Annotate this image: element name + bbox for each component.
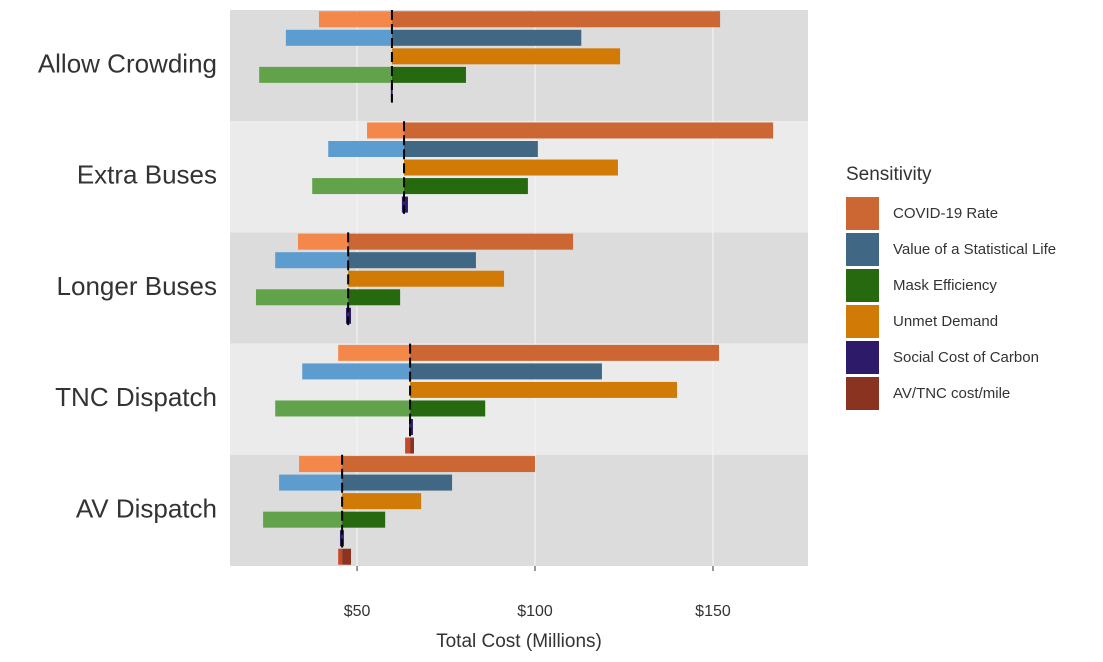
category-label: AV Dispatch: [76, 493, 217, 523]
legend-label: Value of a Statistical Life: [893, 241, 1056, 258]
low-bar: [338, 548, 343, 565]
high-bar: [404, 196, 408, 213]
high-bar: [404, 159, 618, 176]
high-bar: [391, 85, 393, 102]
high-bar: [342, 456, 536, 473]
high-bar: [348, 252, 476, 269]
high-bar: [410, 400, 486, 417]
x-axis-title: Total Cost (Millions): [436, 631, 602, 652]
high-bar: [342, 474, 453, 491]
category-band: [230, 121, 808, 233]
legend-key: [846, 341, 879, 374]
low-bar: [255, 289, 349, 306]
low-bar: [285, 29, 392, 46]
category-label: Longer Buses: [57, 271, 217, 301]
legend-label: Unmet Demand: [893, 313, 998, 330]
high-bar: [410, 363, 602, 380]
low-bar: [302, 363, 411, 380]
high-bar: [404, 122, 774, 139]
high-bar: [404, 178, 528, 195]
high-bar: [410, 437, 415, 454]
low-bar: [259, 66, 392, 83]
high-bar: [410, 419, 413, 435]
category-label: Extra Buses: [77, 160, 217, 190]
high-bar: [391, 11, 721, 28]
low-bar: [275, 400, 411, 417]
low-bar: [297, 233, 349, 250]
legend-key: [846, 269, 879, 302]
category-band: [230, 343, 808, 455]
low-bar: [409, 419, 411, 435]
legend-key: [846, 233, 879, 266]
legend-label: Mask Efficiency: [893, 277, 997, 294]
high-bar: [391, 29, 582, 46]
legend-key: [846, 377, 879, 410]
legend-label: COVID-19 Rate: [893, 205, 998, 222]
high-bar: [391, 48, 621, 65]
low-bar: [312, 178, 405, 195]
high-bar: [410, 344, 720, 361]
low-bar: [401, 196, 405, 213]
category-band: [230, 232, 808, 344]
high-bar: [348, 289, 401, 306]
x-tick-label: $100: [517, 603, 553, 620]
x-tick-label: $50: [344, 603, 371, 620]
category-label: Allow Crowding: [38, 48, 217, 78]
x-tick-label: $150: [695, 603, 731, 620]
category-band: [230, 10, 808, 122]
high-bar: [391, 66, 466, 83]
low-bar: [279, 474, 343, 491]
low-bar: [346, 307, 349, 324]
legend-label: AV/TNC cost/mile: [893, 385, 1010, 402]
high-bar: [348, 270, 505, 287]
low-bar: [328, 141, 405, 157]
low-bar: [390, 85, 392, 102]
high-bar: [348, 233, 574, 250]
category-band: [230, 454, 808, 566]
high-bar: [410, 381, 678, 398]
legend-key: [846, 305, 879, 338]
low-bar: [275, 252, 349, 269]
low-bar: [263, 511, 343, 528]
high-bar: [342, 548, 352, 565]
low-bar: [367, 122, 405, 139]
legend-title: Sensitivity: [846, 164, 932, 185]
high-bar: [348, 307, 352, 324]
legend-key: [846, 197, 879, 230]
high-bar: [342, 493, 422, 510]
low-bar: [339, 530, 343, 547]
low-bar: [318, 11, 392, 28]
high-bar: [342, 530, 344, 547]
high-bar: [342, 511, 386, 528]
high-bar: [404, 141, 538, 157]
low-bar: [338, 344, 411, 361]
category-label: TNC Dispatch: [55, 382, 217, 412]
low-bar: [405, 437, 411, 454]
legend-label: Social Cost of Carbon: [893, 349, 1039, 366]
low-bar: [299, 456, 343, 473]
